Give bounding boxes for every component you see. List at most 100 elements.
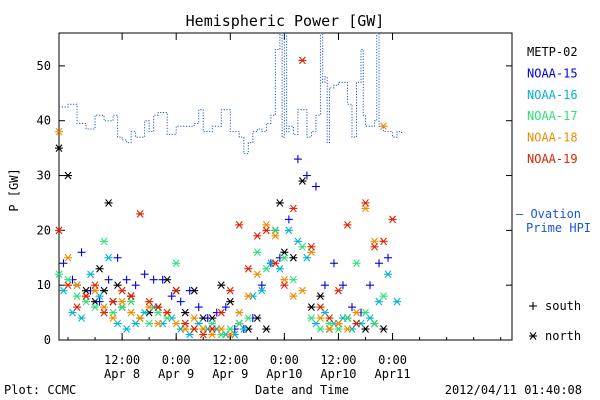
- star-d2: [380, 122, 387, 131]
- star-d2: [91, 303, 99, 311]
- star-d2: [244, 292, 252, 301]
- data-point: [113, 253, 122, 262]
- data-point: [194, 303, 203, 312]
- star-d2: [100, 237, 108, 246]
- data-point: [271, 231, 280, 240]
- data-point: [253, 270, 262, 279]
- data-point: [293, 237, 302, 246]
- marker-legend-item: north: [529, 329, 581, 343]
- data-point: [253, 231, 262, 240]
- x-tick-label-time: 0:00: [162, 353, 191, 367]
- star-d2: [271, 231, 279, 240]
- data-point: [154, 319, 163, 328]
- data-point: [244, 264, 253, 273]
- data-point: [217, 308, 226, 317]
- satellite-markers: [55, 56, 402, 339]
- data-point: [334, 319, 343, 328]
- star-d2: [109, 297, 117, 306]
- star-d2: [326, 325, 333, 333]
- ovation-label-line2: Prime HPI: [526, 221, 591, 235]
- data-point: [280, 253, 289, 262]
- star-d2: [335, 319, 342, 328]
- data-point: [77, 248, 86, 257]
- y-tick-label: 0: [44, 333, 51, 347]
- data-point: [361, 325, 370, 333]
- data-point: [172, 286, 181, 295]
- star-d2: [389, 215, 396, 224]
- star-d2: [371, 319, 378, 328]
- star-d2: [78, 314, 85, 322]
- data-point: [118, 286, 127, 295]
- star-d2: [145, 297, 153, 306]
- star-d2: [172, 259, 180, 268]
- data-point: [334, 286, 343, 295]
- data-point: [73, 281, 82, 290]
- star-d2: [73, 281, 81, 290]
- star-d2: [362, 308, 369, 317]
- data-point: [307, 242, 316, 251]
- data-point: [235, 308, 244, 317]
- data-point: [370, 242, 379, 251]
- star-d2: [262, 226, 270, 235]
- data-point: [271, 259, 280, 268]
- data-point: [55, 226, 63, 235]
- star-d2: [172, 319, 180, 328]
- star-d2: [235, 319, 243, 328]
- star-d2: [380, 237, 387, 246]
- marker-legend-label: south: [545, 299, 581, 313]
- data-point: [375, 259, 384, 268]
- data-point: [289, 292, 298, 301]
- data-point: [316, 292, 325, 301]
- data-point: [352, 259, 361, 268]
- star-d2: [114, 319, 122, 328]
- star-d2: [353, 308, 360, 317]
- data-point: [352, 308, 361, 317]
- data-point: [217, 325, 226, 333]
- legend-item: NOAA-18: [527, 131, 578, 145]
- star-d2: [289, 204, 297, 213]
- star-d2: [55, 144, 63, 152]
- star-d2: [154, 319, 162, 328]
- data-point: [226, 330, 235, 339]
- data-point: [284, 215, 293, 224]
- star-d2: [289, 253, 297, 262]
- star-d2: [253, 248, 261, 257]
- data-point: [190, 314, 199, 322]
- data-point: [257, 286, 266, 295]
- data-point: [280, 281, 289, 290]
- star-d2: [280, 281, 288, 290]
- x-tick-label-time: 12:00: [212, 353, 248, 367]
- data-point: [298, 56, 307, 65]
- data-point: [298, 286, 307, 295]
- data-point: [379, 122, 388, 131]
- star-d2: [190, 286, 198, 295]
- star-d2: [380, 292, 387, 301]
- data-point: [221, 303, 230, 312]
- star-d2: [172, 286, 180, 295]
- star-d2: [64, 281, 72, 290]
- data-point: [158, 275, 167, 284]
- star-d2: [308, 303, 315, 311]
- data-point: [393, 297, 402, 306]
- data-point: [343, 221, 352, 229]
- x-axis-label: Date and Time: [255, 383, 349, 397]
- data-point: [122, 275, 131, 284]
- star-d2: [217, 308, 225, 317]
- star-d2: [55, 226, 63, 235]
- star-d2: [262, 264, 270, 273]
- data-point: [55, 144, 63, 152]
- data-point: [244, 292, 253, 301]
- y-axis-label: P [GW]: [7, 168, 21, 211]
- star-d2: [326, 314, 333, 322]
- y-tick-label: 10: [37, 278, 51, 292]
- data-point: [347, 303, 356, 312]
- data-point: [384, 270, 393, 279]
- data-point: [298, 177, 307, 185]
- star-d2: [105, 253, 112, 262]
- star-d2: [244, 264, 252, 273]
- data-point: [55, 270, 63, 279]
- star-d2: [298, 286, 306, 295]
- data-point: [311, 182, 320, 191]
- star-d2: [244, 314, 252, 322]
- marker-legend-item: south: [529, 299, 581, 313]
